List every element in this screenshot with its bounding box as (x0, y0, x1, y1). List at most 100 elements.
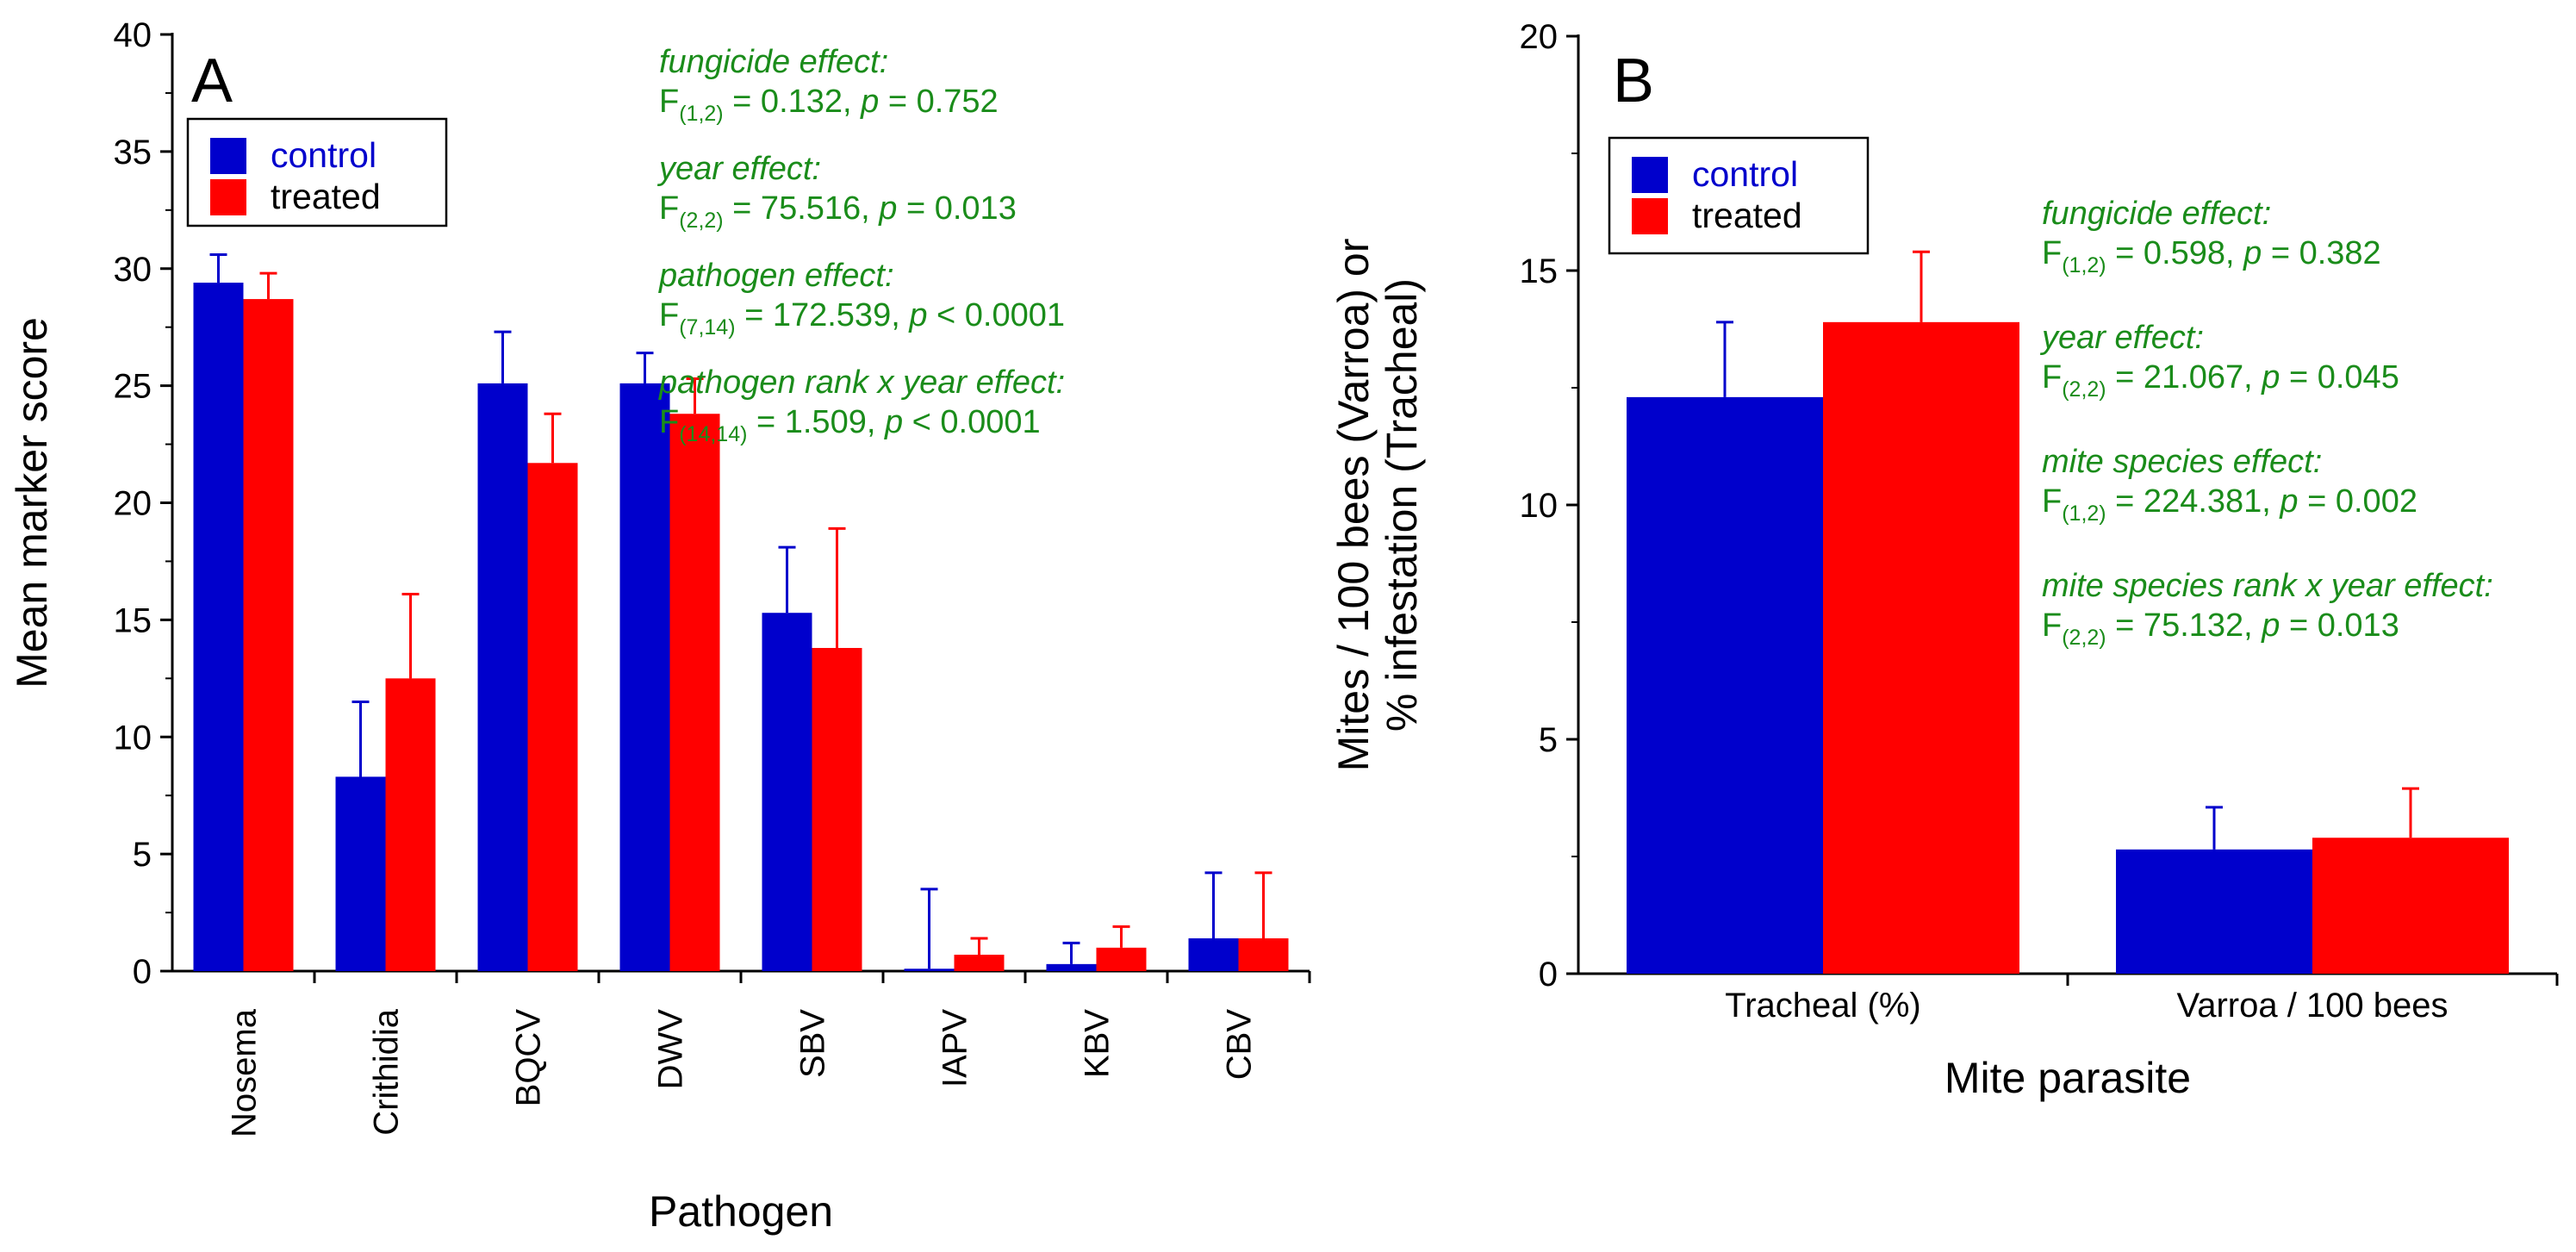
stat-line: F(14,14) = 1.509, p < 0.0001 (659, 404, 1041, 446)
stat-line: F(1,2) = 0.598, p = 0.382 (2042, 235, 2381, 277)
stat-heading: year effect: (2039, 320, 2204, 356)
stat-heading: pathogen rank x year effect: (658, 364, 1065, 401)
x-category-label: KBV (1079, 1009, 1117, 1078)
stat-p-value: < 0.0001 (903, 404, 1041, 440)
legend-label-control: control (271, 135, 376, 175)
stat-f: F (2042, 483, 2062, 520)
stat-line: F(2,2) = 75.132, p = 0.013 (2042, 607, 2399, 650)
y-tick-label: 10 (114, 719, 152, 757)
bar-control (477, 383, 528, 972)
stat-p-value: = 0.002 (2299, 483, 2417, 520)
stat-value: = 172.539, (736, 297, 910, 333)
legend-label-control: control (1692, 154, 1798, 194)
y-tick-label: 5 (1539, 721, 1558, 759)
stat-p-value: = 0.045 (2280, 359, 2399, 396)
stat-subscript: (1,2) (679, 102, 723, 126)
y-tick-label: 15 (1520, 252, 1559, 290)
y-tick-label: 20 (114, 485, 152, 523)
x-category-label: Nosema (226, 1008, 264, 1137)
stat-p-value: = 0.013 (2280, 607, 2399, 644)
bar-treated (2312, 838, 2509, 974)
stat-heading: mite species rank x year effect: (2042, 568, 2493, 604)
legend-swatch-treated (210, 179, 246, 215)
bar-control (762, 613, 812, 971)
legend-swatch-control (210, 138, 246, 174)
bar-control (619, 383, 670, 972)
stat-line: F(2,2) = 21.067, p = 0.045 (2042, 359, 2399, 402)
stat-f: F (659, 297, 679, 333)
bar-control (1188, 937, 1239, 971)
x-axis-title: Mite parasite (1944, 1054, 2191, 1102)
legend-swatch-control (1632, 157, 1668, 193)
x-category-label: DWV (652, 1009, 690, 1090)
bar-treated (243, 299, 294, 971)
stat-p: p (2261, 359, 2280, 396)
x-category-label: SBV (794, 1009, 832, 1078)
stat-subscript: (1,2) (2062, 253, 2106, 277)
stat-f: F (659, 190, 679, 227)
panel-letter: B (1613, 47, 1654, 115)
bar-treated (812, 647, 862, 971)
y-axis-title-line1: Mites / 100 bees (Varroa) or (1329, 239, 1378, 772)
stat-value: = 0.598, (2106, 235, 2244, 271)
y-tick-label: 40 (114, 16, 152, 54)
stat-p: p (878, 190, 897, 227)
stat-p: p (884, 404, 903, 440)
x-category-label: BQCV (510, 1009, 548, 1107)
stat-p: p (2243, 235, 2262, 271)
stat-value: = 75.516, (724, 190, 880, 227)
y-tick-label: 5 (133, 836, 152, 874)
bar-control (1046, 963, 1097, 971)
stat-f: F (659, 404, 679, 440)
x-category-label: CBV (1221, 1009, 1259, 1081)
stat-f: F (659, 84, 679, 120)
stat-p-value: < 0.0001 (927, 297, 1065, 333)
stat-value: = 21.067, (2106, 359, 2262, 396)
stat-line: F(2,2) = 75.516, p = 0.013 (659, 190, 1017, 233)
stat-line: F(1,2) = 0.132, p = 0.752 (659, 84, 999, 126)
panel-a-chart: 0 5 10 15 20 25 30 35 40 Nosema Crithidia BQCV DWV SB… (8, 16, 1311, 1236)
x-category-label: Varroa / 100 bees (2176, 987, 2448, 1025)
stat-line: F(7,14) = 172.539, p < 0.0001 (659, 297, 1065, 339)
stat-subscript: (7,14) (679, 315, 735, 339)
stat-heading: fungicide effect: (2042, 196, 2271, 232)
stat-subscript: (2,2) (2062, 626, 2106, 650)
stat-heading: pathogen effect: (658, 258, 894, 294)
panel-letter: A (191, 47, 233, 115)
bar-treated (385, 678, 436, 971)
bar-control (2116, 849, 2312, 974)
stat-subscript: (2,2) (2062, 377, 2106, 402)
stat-f: F (2042, 235, 2062, 271)
bar-control (193, 283, 244, 971)
x-category-label: Tracheal (%) (1725, 987, 1920, 1025)
y-tick-label: 30 (114, 251, 152, 289)
bar-treated (527, 463, 578, 971)
y-tick-label: 25 (114, 368, 152, 406)
stat-p: p (2279, 483, 2298, 520)
y-tick-label: 0 (1539, 956, 1558, 994)
bar-treated (1096, 947, 1147, 971)
legend-swatch-treated (1632, 198, 1668, 234)
y-axis-title-line2: % infestation (Tracheal) (1378, 278, 1426, 732)
x-category-label: IAPV (936, 1009, 974, 1087)
bar-treated (1823, 321, 2019, 975)
stat-heading: mite species effect: (2042, 444, 2322, 480)
legend-label-treated: treated (271, 177, 381, 216)
y-tick-label: 10 (1520, 487, 1559, 525)
y-tick-label: 20 (1520, 18, 1559, 56)
bar-control (1627, 396, 1823, 974)
stat-p-value: = 0.013 (897, 190, 1016, 227)
stat-p: p (2261, 607, 2280, 644)
stat-p-value: = 0.382 (2262, 235, 2380, 271)
stat-p: p (860, 84, 879, 120)
stat-line: F(1,2) = 224.381, p = 0.002 (2042, 483, 2417, 526)
stat-subscript: (14,14) (679, 422, 747, 446)
x-axis-title: Pathogen (649, 1187, 833, 1236)
stat-heading: fungicide effect: (659, 44, 888, 80)
stat-heading: year effect: (656, 151, 821, 187)
y-tick-label: 35 (114, 134, 152, 171)
bar-control (904, 969, 955, 971)
x-category-label: Crithidia (368, 1008, 406, 1135)
y-tick-label: 15 (114, 601, 152, 639)
